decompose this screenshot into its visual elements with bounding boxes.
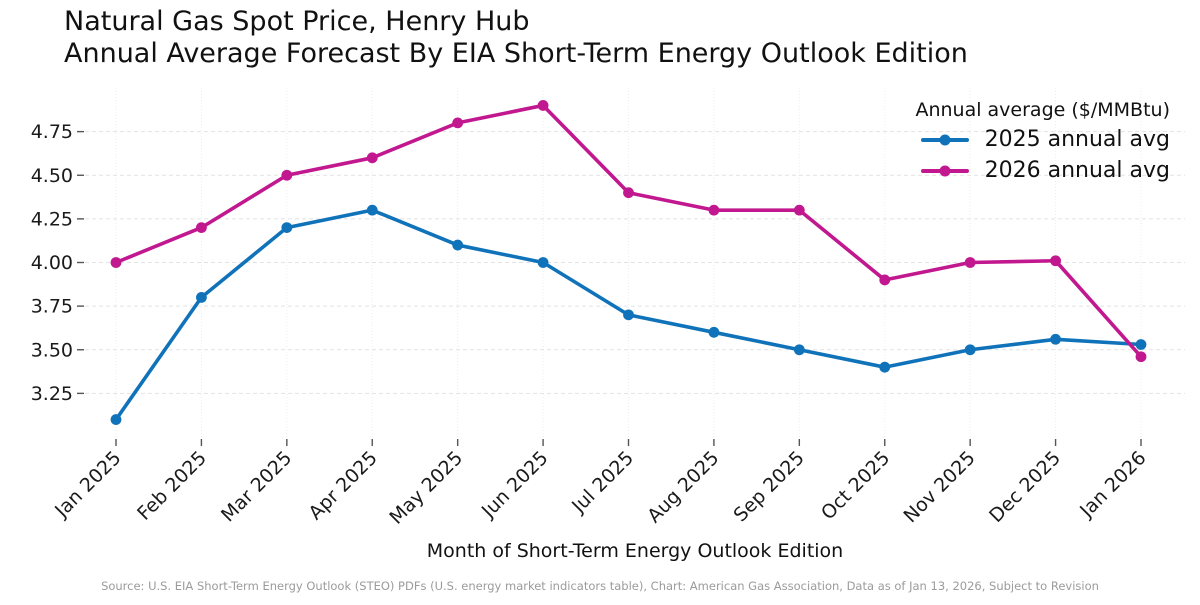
series-2026-annual-avg [110,100,1147,363]
data-point-marker [110,414,122,425]
data-point-marker [708,204,720,216]
data-point-marker [793,344,805,356]
legend-swatch-2026-line-marker [920,165,969,177]
data-point-marker [623,187,634,199]
y-tick-label: 3.50 [31,339,73,361]
data-point-marker [708,326,720,338]
legend-label-2025: 2025 annual avg [984,127,1170,152]
x-tick-label: Dec 2025 [985,447,1065,527]
data-point-marker [537,257,549,268]
data-point-marker [452,239,464,251]
data-point-marker [537,100,549,111]
data-point-marker [110,257,122,268]
x-tick-label: Apr 2025 [305,447,382,524]
data-point-marker [366,204,378,216]
y-axis-ticks: 3.25 3.50 3.75 4.00 4.25 4.50 4.75 [31,121,84,405]
chart-legend: Annual average ($/MMBtu) 2025 annual avg… [915,99,1170,183]
data-point-marker [793,204,805,216]
x-tick-label: Aug 2025 [643,447,723,527]
legend-swatch-2025-line-marker [920,134,969,146]
x-tick-label: Oct 2025 [817,447,894,524]
y-tick-label: 4.25 [31,208,73,230]
x-tick-label: Mar 2025 [217,447,296,526]
x-tick-label: Feb 2025 [133,447,211,525]
x-tick-label: May 2025 [385,447,467,529]
horizontal-gridlines [85,131,1185,394]
data-point-marker [281,169,293,181]
chart-subtitle: Annual Average Forecast By EIA Short-Ter… [64,38,968,69]
x-tick-label: Jul 2025 [567,447,638,518]
x-axis-ticks: Jan 2025 Feb 2025 Mar 2025 Apr 2025 May 2025… [50,439,1151,529]
data-point-marker [452,117,464,129]
y-tick-label: 3.25 [31,383,73,405]
y-tick-label: 3.75 [31,296,73,318]
data-point-marker [1050,333,1061,345]
source-attribution: Source: U.S. EIA Short-Term Energy Outlo… [101,579,1099,593]
x-axis-title: Month of Short-Term Energy Outlook Editi… [426,540,844,562]
data-point-marker [879,274,891,286]
x-tick-label: Nov 2025 [899,447,979,527]
data-point-marker [964,344,976,356]
data-point-marker [1135,339,1147,350]
chart-title: Natural Gas Spot Price, Henry Hub [64,6,530,37]
data-point-marker [196,292,207,303]
data-point-marker [964,257,976,268]
x-tick-label: Sep 2025 [730,447,809,526]
x-tick-label: Jan 2026 [1075,447,1150,522]
data-point-marker [281,222,293,234]
chart-title-block: Natural Gas Spot Price, Henry Hub Annual… [64,6,968,70]
series-2025-annual-avg [110,204,1147,425]
legend-label-2026: 2026 annual avg [984,158,1170,183]
x-tick-label: Jun 2025 [477,447,553,523]
y-tick-label: 4.50 [31,165,73,187]
data-point-marker [1050,255,1061,267]
legend-entry-2026: 2026 annual avg [920,158,1170,183]
x-tick-label: Jan 2025 [50,447,125,522]
y-tick-label: 4.00 [31,252,73,274]
data-point-marker [196,222,207,234]
legend-entry-2025: 2025 annual avg [920,127,1170,152]
y-tick-label: 4.75 [31,121,73,143]
data-point-marker [623,309,634,321]
data-point-marker [366,152,378,164]
legend-title: Annual average ($/MMBtu) [915,99,1170,121]
data-point-marker [879,361,891,373]
data-point-marker [1135,351,1147,363]
